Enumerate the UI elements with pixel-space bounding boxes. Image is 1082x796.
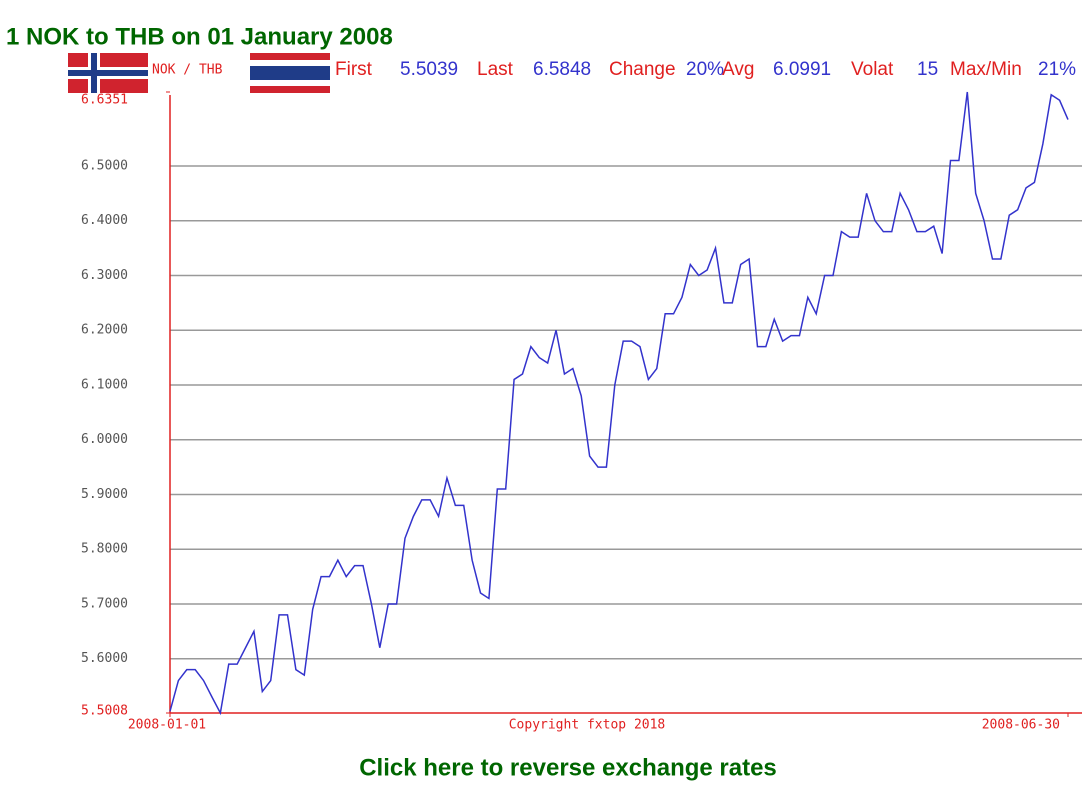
flag-norway — [68, 53, 148, 93]
stat-value: 15 — [917, 59, 938, 80]
stat-label: Change — [609, 59, 676, 80]
pair-label: NOK / THB — [152, 63, 223, 78]
stat-value: 5.5039 — [400, 59, 458, 80]
y-tick-label: 5.9000 — [81, 487, 128, 502]
stat-label: Volat — [851, 59, 894, 80]
y-tick-label: 6.1000 — [81, 377, 128, 392]
y-tick-label: 6.3000 — [81, 268, 128, 283]
data-line — [169, 91, 1069, 716]
y-tick-label: 6.0000 — [81, 432, 128, 447]
x-tick-label: 2008-01-01 — [128, 718, 206, 733]
stat-value: 21% — [1038, 59, 1076, 80]
stat-label: Last — [477, 59, 514, 80]
copyright: Copyright fxtop 2018 — [509, 718, 666, 733]
y-tick-label: 6.6351 — [81, 93, 128, 108]
stat-value: 6.5848 — [533, 59, 591, 80]
chart-title: 1 NOK to THB on 01 January 2008 — [6, 23, 393, 50]
y-tick-label: 6.2000 — [81, 323, 128, 338]
stat-label: Max/Min — [950, 59, 1022, 80]
y-tick-label: 6.4000 — [81, 213, 128, 228]
stat-value: 6.0991 — [773, 59, 831, 80]
flag-thailand — [250, 53, 330, 93]
stat-label: First — [335, 59, 373, 80]
y-tick-label: 6.5000 — [81, 158, 128, 173]
y-tick-label: 5.7000 — [81, 596, 128, 611]
y-tick-label: 5.6000 — [81, 651, 128, 666]
reverse-link[interactable]: Click here to reverse exchange rates — [359, 754, 777, 781]
y-tick-label: 5.5008 — [81, 704, 128, 719]
y-tick-label: 5.8000 — [81, 542, 128, 557]
stat-label: Avg — [722, 59, 754, 80]
stat-value: 20% — [686, 59, 724, 80]
x-tick-label: 2008-06-30 — [982, 718, 1060, 733]
